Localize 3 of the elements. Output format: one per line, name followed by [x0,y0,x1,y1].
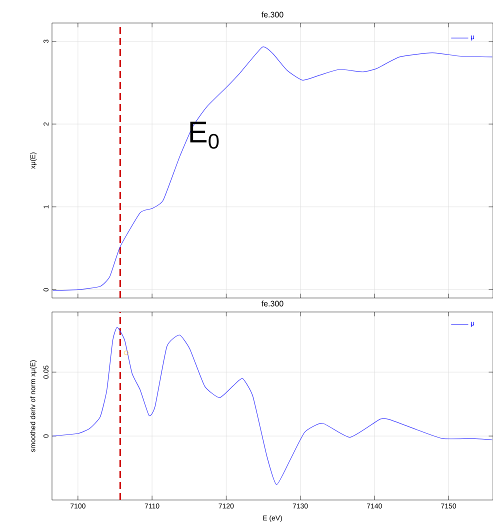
chart-title: fe.300 [261,300,284,306]
chart-title: fe.300 [261,12,284,18]
annotation: E$_{0}$ [190,122,219,149]
